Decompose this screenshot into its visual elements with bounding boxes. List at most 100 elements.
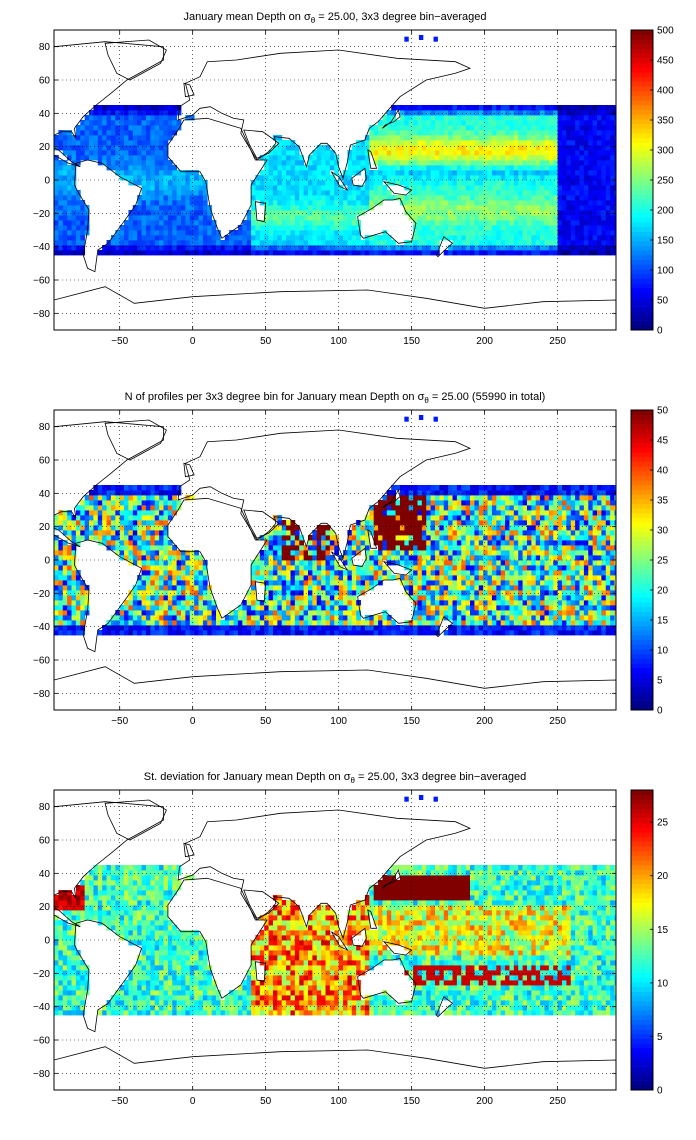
heatmap-cell [255, 175, 261, 181]
heatmap-cell [89, 150, 94, 156]
heatmap-cell [535, 105, 541, 111]
heatmap-cell [443, 210, 449, 216]
heatmap-cell [518, 160, 523, 166]
heatmap-cell [128, 110, 134, 116]
heatmap-cell [54, 595, 59, 601]
heatmap-cell [364, 145, 370, 151]
heatmap-cell [163, 155, 169, 161]
heatmap-cell [211, 630, 217, 636]
heatmap-cell [67, 215, 72, 221]
heatmap-cell [487, 165, 493, 171]
heatmap-cell [378, 135, 383, 141]
heatmap-cell [202, 205, 208, 211]
heatmap-cell [452, 595, 458, 601]
heatmap-cell [513, 595, 519, 601]
heatmap-cell [290, 585, 296, 591]
heatmap-cell [75, 585, 81, 591]
heatmap-cell [553, 560, 559, 566]
heatmap-cell [141, 630, 147, 636]
colorbar-swatch [631, 67, 653, 73]
heatmap-cell [443, 160, 449, 166]
heatmap-cell [439, 580, 445, 586]
heatmap-cell [312, 235, 318, 241]
heatmap-cell [237, 230, 243, 236]
heatmap-cell [426, 205, 432, 211]
heatmap-cell [448, 585, 453, 591]
heatmap-cell [115, 610, 121, 616]
heatmap-cell [338, 230, 344, 236]
colorbar-swatch [631, 301, 653, 307]
heatmap-cell [233, 615, 239, 621]
heatmap-cell [561, 575, 567, 581]
heatmap-cell [592, 125, 598, 131]
heatmap-cell [351, 210, 357, 216]
heatmap-cell [544, 580, 550, 586]
heatmap-cell [281, 565, 287, 571]
heatmap-cell [561, 200, 567, 206]
heatmap-cell [395, 575, 401, 581]
heatmap-cell [369, 235, 375, 241]
heatmap-cell [465, 595, 471, 601]
heatmap-cell [518, 595, 523, 601]
heatmap-cell [561, 155, 567, 161]
heatmap-cell [141, 110, 147, 116]
heatmap-cell [535, 115, 541, 121]
heatmap-cell [128, 215, 134, 221]
heatmap-cell [474, 120, 480, 126]
heatmap-cell [220, 240, 226, 246]
heatmap-cell [128, 170, 134, 176]
heatmap-cell [531, 170, 537, 176]
heatmap-cell [483, 230, 488, 236]
heatmap-cell [224, 620, 230, 626]
heatmap-cell [351, 565, 357, 571]
heatmap-cell [566, 225, 572, 231]
heatmap-cell [194, 600, 199, 606]
heatmap-cell [272, 250, 278, 256]
heatmap-cell [597, 220, 602, 226]
heatmap-cell [426, 605, 432, 611]
colorbar-swatch [631, 161, 653, 167]
heatmap-cell [579, 195, 585, 201]
heatmap-cell [461, 215, 467, 221]
heatmap-cell [509, 555, 515, 561]
heatmap-cell [75, 195, 81, 201]
heatmap-cell [181, 575, 186, 581]
heatmap-cell [207, 215, 213, 221]
heatmap-cell [272, 155, 278, 161]
heatmap-cell [290, 625, 296, 631]
heatmap-cell [408, 550, 414, 556]
heatmap-cell [408, 570, 414, 576]
heatmap-cell [128, 620, 134, 626]
heatmap-cell [583, 140, 589, 146]
heatmap-cell [474, 175, 480, 181]
heatmap-cell [325, 145, 331, 151]
heatmap-cell [141, 580, 147, 586]
heatmap-cell [474, 195, 480, 201]
heatmap-cell [202, 625, 208, 631]
heatmap-cell [163, 560, 169, 566]
heatmap-cell [557, 570, 563, 576]
heatmap-cell [505, 220, 510, 226]
heatmap-cell [553, 225, 559, 231]
heatmap-cell [579, 170, 585, 176]
heatmap-cell [413, 130, 418, 136]
heatmap-cell [465, 205, 471, 211]
heatmap-cell [535, 225, 541, 231]
heatmap-cell [172, 575, 178, 581]
heatmap-cell [413, 110, 418, 116]
heatmap-cell [216, 630, 221, 636]
heatmap-cell [54, 185, 59, 191]
heatmap-cell [251, 205, 256, 211]
colorbar-swatch [631, 212, 653, 218]
heatmap-cell [430, 625, 436, 631]
heatmap-cell [141, 115, 147, 121]
heatmap-cell [229, 245, 234, 251]
heatmap-cell [588, 105, 594, 111]
heatmap-cell [430, 125, 436, 131]
heatmap-cell [163, 620, 169, 626]
heatmap-cell [404, 110, 410, 116]
heatmap-cell [246, 220, 252, 226]
heatmap-cell [597, 585, 602, 591]
heatmap-cell [259, 600, 265, 606]
heatmap-cell [75, 600, 81, 606]
